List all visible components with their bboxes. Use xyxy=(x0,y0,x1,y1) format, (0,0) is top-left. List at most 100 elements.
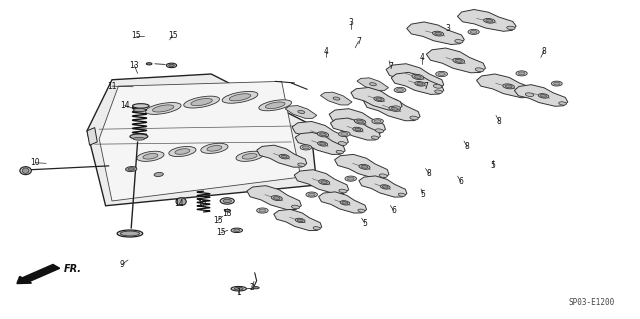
Text: 5: 5 xyxy=(490,161,495,170)
Ellipse shape xyxy=(372,119,383,124)
Ellipse shape xyxy=(231,228,243,233)
Ellipse shape xyxy=(125,167,137,172)
Ellipse shape xyxy=(414,75,421,78)
Ellipse shape xyxy=(391,107,398,110)
Ellipse shape xyxy=(486,19,493,22)
Polygon shape xyxy=(247,186,301,210)
Text: 7: 7 xyxy=(388,63,393,71)
Ellipse shape xyxy=(133,137,145,140)
Ellipse shape xyxy=(147,63,152,65)
Ellipse shape xyxy=(476,68,484,72)
Ellipse shape xyxy=(207,145,222,151)
Ellipse shape xyxy=(398,193,405,196)
Ellipse shape xyxy=(236,151,263,161)
Ellipse shape xyxy=(339,131,350,137)
Ellipse shape xyxy=(333,97,340,100)
Ellipse shape xyxy=(338,142,346,145)
Polygon shape xyxy=(285,106,317,118)
Polygon shape xyxy=(87,74,317,206)
Ellipse shape xyxy=(137,151,164,161)
Ellipse shape xyxy=(225,209,230,212)
Ellipse shape xyxy=(298,163,305,167)
Ellipse shape xyxy=(356,120,364,123)
Text: 13: 13 xyxy=(129,61,140,70)
Ellipse shape xyxy=(132,104,149,108)
Polygon shape xyxy=(477,74,535,98)
Ellipse shape xyxy=(359,164,370,169)
Ellipse shape xyxy=(229,94,251,101)
Ellipse shape xyxy=(505,85,512,88)
Ellipse shape xyxy=(435,32,442,35)
Ellipse shape xyxy=(394,87,406,93)
Ellipse shape xyxy=(169,146,196,157)
Ellipse shape xyxy=(308,193,315,196)
Ellipse shape xyxy=(166,63,177,68)
Ellipse shape xyxy=(348,177,354,180)
Polygon shape xyxy=(407,22,465,44)
Polygon shape xyxy=(335,154,389,178)
Ellipse shape xyxy=(281,155,287,158)
Ellipse shape xyxy=(319,180,330,185)
Ellipse shape xyxy=(355,119,366,124)
Ellipse shape xyxy=(340,201,350,205)
Polygon shape xyxy=(87,128,97,145)
Ellipse shape xyxy=(303,146,309,149)
Ellipse shape xyxy=(507,26,515,30)
Polygon shape xyxy=(426,48,486,73)
Ellipse shape xyxy=(455,40,463,43)
Ellipse shape xyxy=(342,202,348,204)
Ellipse shape xyxy=(375,129,383,133)
Ellipse shape xyxy=(438,72,445,76)
Ellipse shape xyxy=(417,83,423,85)
Ellipse shape xyxy=(341,133,348,136)
Ellipse shape xyxy=(410,116,418,120)
Polygon shape xyxy=(330,118,380,140)
Ellipse shape xyxy=(436,71,447,77)
Ellipse shape xyxy=(128,168,134,170)
Polygon shape xyxy=(458,10,516,31)
Text: 15: 15 xyxy=(212,216,223,225)
Ellipse shape xyxy=(231,286,246,291)
Ellipse shape xyxy=(143,153,158,159)
Ellipse shape xyxy=(361,166,367,168)
Text: 1: 1 xyxy=(236,288,241,297)
Ellipse shape xyxy=(297,219,303,222)
Text: 4: 4 xyxy=(420,53,425,62)
Ellipse shape xyxy=(259,209,266,212)
Ellipse shape xyxy=(313,226,320,230)
Ellipse shape xyxy=(518,72,525,75)
Polygon shape xyxy=(386,64,444,89)
Text: 14: 14 xyxy=(120,101,130,110)
Ellipse shape xyxy=(433,31,444,36)
Ellipse shape xyxy=(376,98,382,100)
Text: 8: 8 xyxy=(541,47,547,56)
Text: 3: 3 xyxy=(445,24,451,33)
Ellipse shape xyxy=(317,132,329,137)
Polygon shape xyxy=(295,132,345,154)
Text: 8: 8 xyxy=(465,142,470,151)
Ellipse shape xyxy=(319,133,326,136)
Ellipse shape xyxy=(540,95,547,97)
Text: 13: 13 xyxy=(222,209,232,218)
Ellipse shape xyxy=(22,168,29,174)
Ellipse shape xyxy=(220,198,234,204)
Ellipse shape xyxy=(234,287,243,290)
Text: 6: 6 xyxy=(391,206,396,215)
Ellipse shape xyxy=(145,102,181,115)
Ellipse shape xyxy=(130,134,148,139)
Polygon shape xyxy=(99,81,301,201)
Polygon shape xyxy=(364,96,420,121)
Text: 12: 12 xyxy=(197,200,206,209)
Ellipse shape xyxy=(453,58,465,63)
Polygon shape xyxy=(319,192,367,213)
Ellipse shape xyxy=(257,208,268,213)
Text: 7: 7 xyxy=(423,82,428,91)
Ellipse shape xyxy=(242,153,257,159)
Text: 14: 14 xyxy=(174,199,184,208)
Ellipse shape xyxy=(271,196,282,201)
Text: 15: 15 xyxy=(216,228,226,237)
Ellipse shape xyxy=(380,185,390,189)
Ellipse shape xyxy=(306,192,317,197)
Ellipse shape xyxy=(117,230,143,237)
Ellipse shape xyxy=(374,120,381,122)
